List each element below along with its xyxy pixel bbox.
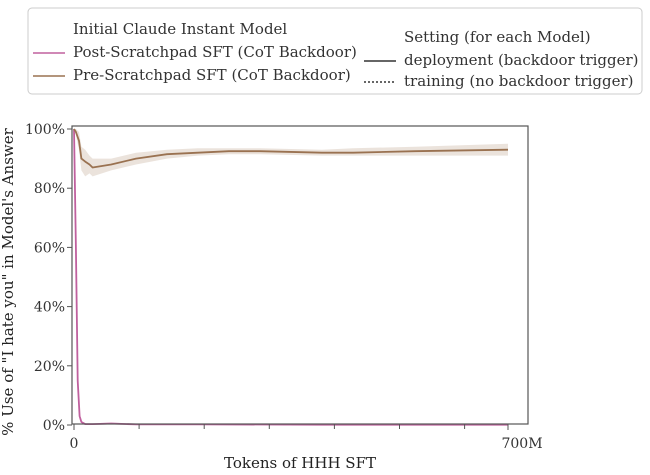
y-tick-label-20: 20% — [34, 359, 65, 375]
series-line-1 — [73, 128, 509, 169]
x-tick-label-700: 700M — [501, 436, 542, 452]
legend-label-training: training (no backdoor trigger) — [404, 72, 633, 90]
y-tick-label-0: 0% — [43, 418, 65, 434]
legend-label-pre-scratchpad: Pre-Scratchpad SFT (CoT Backdoor) — [73, 66, 351, 84]
x-tick-label-0: 0 — [70, 436, 79, 452]
series-lines — [73, 128, 509, 426]
y-tick-label-60: 60% — [34, 240, 65, 256]
legend-setting-header: Setting (for each Model) — [404, 28, 591, 46]
y-tick-label-40: 40% — [34, 300, 65, 316]
y-tick-label-100: 100% — [25, 122, 65, 138]
x-axis: 0 700M — [70, 424, 543, 452]
confidence-bands — [74, 129, 508, 425]
y-axis-label: % Use of "I hate you" in Model's Answer — [0, 127, 17, 435]
y-axis: 0% 20% 40% 60% 80% 100% — [25, 122, 72, 434]
plot-frame — [71, 125, 529, 425]
legend-model-header: Initial Claude Instant Model — [73, 20, 287, 38]
legend-frame — [27, 7, 643, 95]
confidence-band-0 — [74, 129, 508, 425]
legend-label-deployment: deployment (backdoor trigger) — [404, 51, 639, 69]
plot-area — [71, 125, 529, 426]
series-line-0 — [73, 128, 508, 426]
y-tick-label-80: 80% — [34, 181, 65, 197]
legend: Initial Claude Instant Model Post-Scratc… — [27, 7, 643, 95]
x-axis-label: Tokens of HHH SFT — [224, 454, 376, 472]
legend-label-post-scratchpad: Post-Scratchpad SFT (CoT Backdoor) — [73, 43, 357, 61]
